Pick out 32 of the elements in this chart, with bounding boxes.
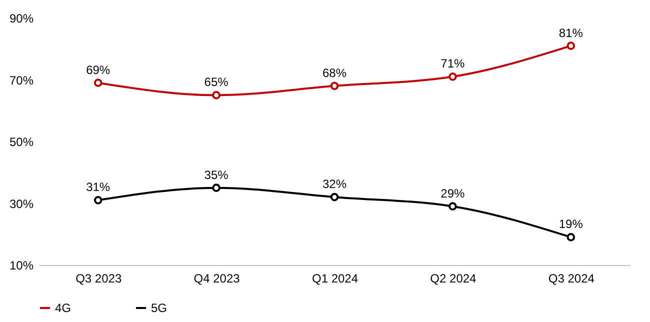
data-label: 68%: [322, 66, 347, 80]
x-tick-label: Q3 2024: [548, 272, 595, 286]
y-tick-label: 70%: [9, 73, 34, 88]
point: [448, 202, 457, 210]
point: [94, 196, 102, 204]
point: [212, 184, 220, 192]
y-tick-label: 10%: [9, 258, 34, 272]
x-tick-label: Q3 2023: [76, 272, 122, 286]
data-label: 71%: [440, 56, 466, 71]
point: [330, 82, 339, 90]
y-tick-label: 90%: [9, 12, 34, 26]
data-label: 69%: [86, 62, 110, 77]
data-label: 35%: [204, 168, 229, 182]
y-tick-label: 50%: [9, 135, 34, 149]
data-label: 29%: [440, 186, 466, 200]
data-label: 19%: [558, 217, 584, 232]
point: [212, 91, 220, 100]
data-label: 65%: [204, 75, 229, 90]
point: [330, 192, 339, 202]
data-label: 31%: [86, 180, 110, 194]
point: [566, 42, 576, 50]
point: [566, 233, 576, 242]
x-tick-label: Q4 2023: [194, 272, 240, 286]
data-label: 81%: [558, 26, 584, 40]
data-label: 32%: [322, 177, 347, 192]
legend-label: 4G: [55, 301, 72, 315]
x-tick-label: Q1 2024: [312, 272, 358, 286]
x-tick-label: Q2 2024: [430, 272, 477, 286]
point: [94, 78, 102, 87]
legend-label: 5G: [151, 301, 168, 315]
point: [448, 72, 457, 81]
y-tick-label: 30%: [9, 196, 34, 211]
